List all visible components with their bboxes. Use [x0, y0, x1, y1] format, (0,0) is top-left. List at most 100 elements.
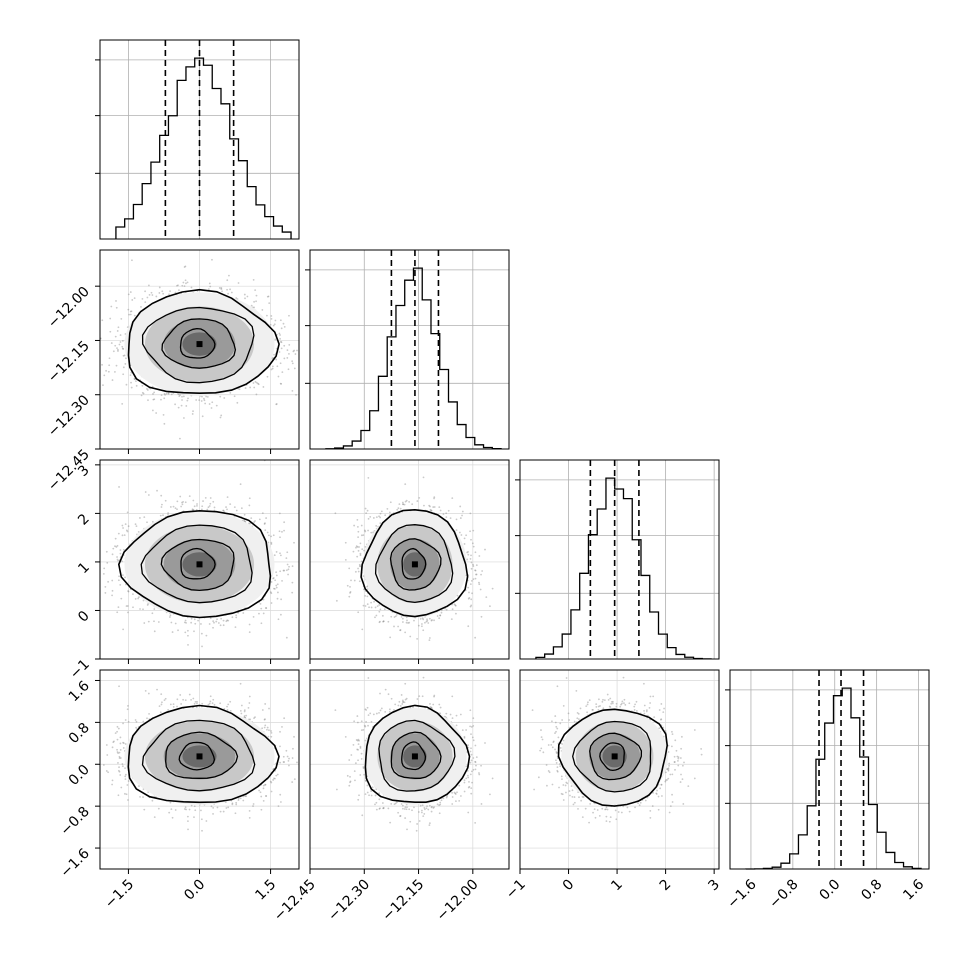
sample-point [225, 620, 228, 623]
sample-point [119, 584, 122, 586]
sample-point [381, 802, 384, 804]
sample-point [116, 725, 119, 728]
sample-point [273, 777, 275, 780]
sample-point [126, 326, 129, 329]
sample-point [335, 599, 338, 602]
sample-point [375, 614, 378, 617]
y-tick-label-p1: −12.00 [45, 284, 93, 332]
sample-point [270, 317, 273, 320]
sample-point [223, 397, 226, 399]
sample-point [370, 720, 373, 723]
sample-point [416, 637, 419, 640]
sample-point [579, 707, 582, 710]
sample-point [571, 789, 574, 792]
sample-point [170, 393, 173, 396]
sample-point [222, 810, 225, 813]
contour-line-0 [364, 704, 471, 803]
sample-point [254, 380, 257, 383]
sample-point [480, 764, 482, 767]
sample-point [554, 732, 556, 735]
sample-point [666, 767, 669, 770]
sample-point [228, 274, 230, 277]
sample-point [122, 628, 125, 631]
sample-point [358, 794, 360, 797]
sample-point [468, 591, 470, 594]
sample-point [346, 774, 349, 777]
sample-point [270, 315, 273, 317]
sample-point [202, 500, 204, 502]
sample-point [262, 799, 265, 802]
histogram-panel-p0 [95, 39, 300, 240]
sample-point [126, 530, 129, 533]
sample-point [286, 349, 289, 352]
sample-point [472, 563, 474, 566]
contour-line-1 [141, 306, 255, 384]
sample-point [615, 818, 618, 821]
sample-point [252, 615, 255, 618]
sample-point [674, 739, 677, 742]
sample-point [227, 806, 230, 809]
sample-point [116, 558, 119, 561]
sample-point [375, 524, 378, 527]
sample-point [215, 620, 218, 623]
sample-point [127, 308, 130, 311]
sample-point [394, 615, 397, 618]
sample-point [671, 733, 674, 736]
sample-point [416, 698, 419, 700]
sample-point [595, 706, 598, 708]
sample-point [463, 537, 466, 540]
sample-point [129, 291, 132, 293]
sample-point [469, 558, 472, 560]
sample-point [242, 799, 245, 802]
sample-point [468, 785, 471, 788]
sample-point [248, 497, 251, 500]
sample-point [201, 702, 204, 705]
sample-point [568, 719, 571, 721]
sample-point [470, 538, 472, 541]
sample-point [605, 808, 607, 811]
sample-point [344, 558, 347, 561]
sample-point [411, 503, 414, 506]
sample-point [470, 604, 473, 607]
sample-point [276, 773, 279, 776]
sample-point [213, 506, 216, 509]
sample-point [594, 816, 597, 819]
sample-point [260, 808, 263, 811]
sample-point [178, 395, 181, 397]
sample-point [249, 386, 252, 389]
sample-point [162, 413, 165, 416]
sample-point [190, 286, 193, 289]
sample-point [107, 580, 110, 583]
sample-point [111, 783, 113, 786]
sample-point [226, 496, 229, 499]
contour-line-2 [161, 318, 237, 369]
sample-point [115, 306, 118, 309]
density-peak [411, 753, 418, 760]
sample-point [117, 559, 120, 562]
sample-point [454, 604, 457, 607]
sample-point [137, 597, 140, 600]
sample-point [406, 806, 408, 809]
sample-point [235, 803, 238, 806]
sample-point [649, 809, 652, 812]
sample-point [364, 793, 367, 796]
sample-point [578, 718, 580, 720]
sample-point [671, 793, 673, 796]
sample-point [262, 598, 265, 601]
sample-point [472, 724, 475, 727]
sample-point [556, 727, 559, 730]
sample-point [427, 622, 430, 624]
sample-point [118, 757, 121, 759]
sample-point [637, 802, 639, 805]
sample-point [556, 770, 559, 773]
y-tick-label-p3: 0.8 [66, 720, 93, 747]
contour-line-3 [401, 741, 427, 771]
sample-point [349, 775, 351, 778]
sample-point [124, 775, 127, 778]
sample-point [122, 354, 125, 357]
sample-point [431, 619, 433, 621]
sample-point [176, 500, 179, 503]
sample-point [95, 729, 97, 731]
sample-point [399, 629, 402, 631]
sample-point [270, 731, 273, 734]
